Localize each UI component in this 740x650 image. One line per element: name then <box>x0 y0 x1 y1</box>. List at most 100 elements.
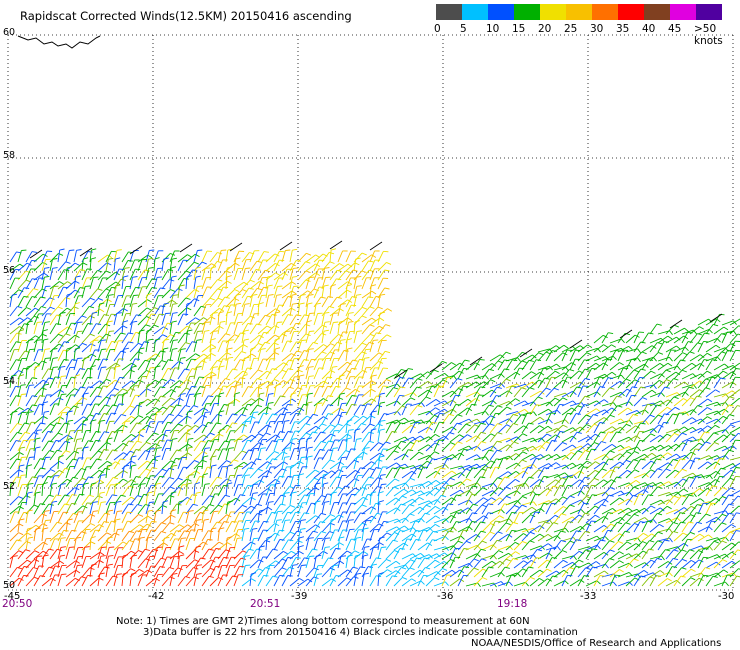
wind-barb <box>585 362 601 371</box>
wind-barb <box>433 464 449 470</box>
wind-barb <box>321 395 334 407</box>
wind-barb <box>233 302 242 317</box>
wind-barb <box>185 537 195 551</box>
legend-swatch <box>592 4 618 20</box>
wind-barb <box>657 362 673 371</box>
wind-barb <box>89 419 97 434</box>
wind-barb <box>249 303 259 317</box>
wind-barb <box>73 302 80 317</box>
wind-barb <box>449 414 463 425</box>
wind-barb <box>393 576 408 587</box>
wind-barb <box>137 450 151 461</box>
wind-barb <box>273 413 286 425</box>
wind-barb <box>465 398 480 407</box>
wind-barb <box>153 326 169 335</box>
wind-barb <box>505 436 521 443</box>
wind-barb <box>313 296 326 308</box>
wind-barb <box>9 341 22 353</box>
wind-barb <box>337 250 348 263</box>
wind-barb <box>337 350 349 362</box>
wind-barb <box>337 289 352 299</box>
wind-barb <box>441 552 457 560</box>
wind-barb <box>193 392 202 407</box>
wind-barb <box>265 314 277 326</box>
lon-label-30: -30 <box>718 591 735 602</box>
wind-barb <box>649 323 662 335</box>
legend-label: 5 <box>460 23 467 35</box>
wind-barb <box>713 429 729 434</box>
wind-barb <box>89 270 103 281</box>
wind-barb <box>465 374 481 380</box>
wind-barb <box>65 359 77 371</box>
wind-barb <box>265 393 274 407</box>
wind-barb <box>393 440 407 452</box>
wind-barb <box>513 485 525 497</box>
wind-barb <box>353 275 362 290</box>
wind-barb <box>257 348 266 362</box>
wind-barb <box>9 374 17 389</box>
wind-barb <box>73 447 83 461</box>
wind-barb <box>113 365 121 380</box>
wind-barb <box>73 429 83 443</box>
wind-barb <box>233 344 248 353</box>
legend-label: 0 <box>434 23 441 35</box>
wind-barb <box>97 431 110 443</box>
wind-barb <box>729 340 740 353</box>
wind-barb <box>721 433 736 443</box>
wind-barb <box>169 303 178 317</box>
wind-barb <box>481 544 497 551</box>
wind-barb <box>73 249 82 263</box>
wind-barb <box>329 439 340 452</box>
wind-barb <box>233 414 247 425</box>
wind-barb <box>393 567 407 578</box>
wind-barb <box>145 432 159 443</box>
wind-barb <box>73 402 83 416</box>
wind-barb <box>577 395 590 407</box>
wind-barb <box>217 440 230 452</box>
wind-barb <box>473 359 485 371</box>
wind-barb <box>89 469 104 479</box>
wind-barb <box>65 569 81 578</box>
wind-barb <box>537 425 553 434</box>
wind-barb <box>289 407 305 416</box>
wind-barb <box>329 248 337 263</box>
wind-barb <box>241 484 253 497</box>
wind-barb <box>89 551 105 560</box>
wind-barb <box>617 513 631 524</box>
lon-label-39: -39 <box>291 591 308 602</box>
wind-barb <box>617 364 633 371</box>
wind-barb <box>457 490 473 497</box>
wind-barb <box>417 444 433 452</box>
wind-barb <box>113 268 125 281</box>
wind-barb <box>49 267 58 281</box>
wind-barb <box>281 368 294 380</box>
wind-barb <box>377 334 392 344</box>
wind-barb <box>481 554 497 560</box>
wind-barb <box>257 392 265 407</box>
wind-barb <box>481 582 497 588</box>
wind-barb <box>9 359 22 371</box>
wind-barb <box>201 403 212 416</box>
wind-barb <box>417 381 433 389</box>
wind-barb <box>97 449 109 461</box>
wind-barb <box>481 522 496 533</box>
wind-barb <box>65 546 75 560</box>
wind-barb <box>369 306 383 317</box>
wind-barb <box>121 267 130 281</box>
wind-barb <box>369 491 377 506</box>
wind-barb <box>81 523 96 533</box>
wind-barb <box>625 369 639 380</box>
wind-barb <box>113 332 126 344</box>
wind-barb <box>169 288 183 299</box>
wind-barb <box>721 371 737 380</box>
wind-barb <box>657 379 672 389</box>
wind-barb <box>385 400 401 407</box>
wind-barb <box>513 446 529 452</box>
wind-barb <box>17 456 27 470</box>
wind-barb <box>41 383 50 398</box>
wind-barb <box>601 549 615 560</box>
wind-barb <box>457 526 473 533</box>
wind-barb <box>361 348 371 362</box>
wind-barb <box>201 277 212 290</box>
legend-label: >50 knots <box>694 23 723 47</box>
